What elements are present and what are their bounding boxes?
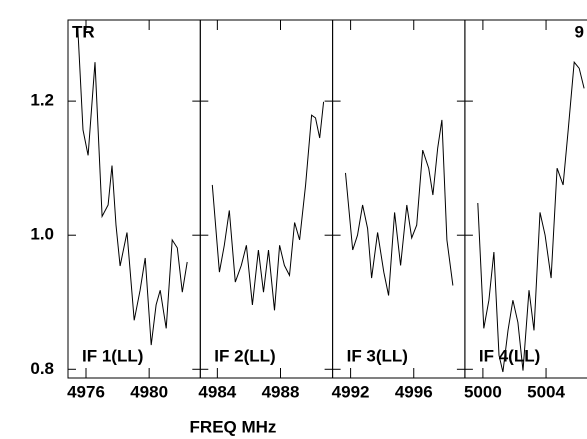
panel-frame bbox=[199, 19, 334, 379]
line-series bbox=[477, 60, 585, 373]
line-series bbox=[345, 119, 454, 296]
panel-frame bbox=[464, 19, 587, 379]
panel-label: IF 4(LL) bbox=[479, 346, 540, 365]
panel-label: IF 2(LL) bbox=[214, 346, 275, 365]
y-tick-label: 1.0 bbox=[30, 225, 54, 244]
x-tick-label: 4980 bbox=[130, 382, 168, 401]
panel-frame bbox=[67, 19, 201, 379]
line-series bbox=[77, 30, 188, 346]
x-axis-label: FREQ MHz bbox=[190, 417, 277, 436]
panel-annotation: TR bbox=[72, 22, 95, 41]
panel-label: IF 1(LL) bbox=[82, 346, 143, 365]
x-tick-label: 4992 bbox=[332, 382, 370, 401]
y-tick-label: 1.2 bbox=[30, 91, 54, 110]
x-tick-label: 4988 bbox=[262, 382, 300, 401]
x-tick-label: 4996 bbox=[395, 382, 433, 401]
panel-label: IF 3(LL) bbox=[347, 346, 408, 365]
x-tick-label: 5000 bbox=[464, 382, 502, 401]
x-tick-label: 4976 bbox=[67, 382, 105, 401]
panel-annotation: 9 bbox=[575, 22, 584, 41]
y-tick-label: 0.8 bbox=[30, 359, 54, 378]
x-tick-label: 4984 bbox=[198, 382, 236, 401]
line-series bbox=[211, 101, 325, 311]
x-tick-label: 5004 bbox=[527, 382, 565, 401]
